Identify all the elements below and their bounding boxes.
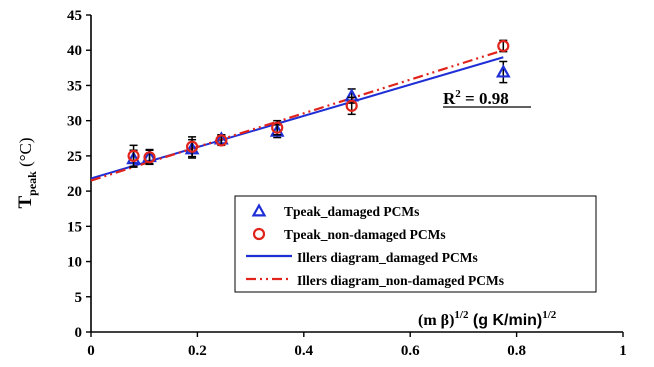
y-tick-label: 30 (67, 114, 82, 130)
point-damaged (495, 64, 511, 78)
y-tick-label: 10 (67, 255, 82, 271)
x-tick-label: 0.2 (188, 343, 207, 359)
y-tick-label: 45 (67, 8, 82, 24)
y-tick-label: 40 (67, 43, 82, 59)
y-axis-label: Tpeak (°C) (15, 137, 39, 208)
x-tick-label: 0.4 (294, 343, 313, 359)
point-non-damaged (127, 149, 140, 162)
point-non-damaged (185, 140, 199, 153)
x-axis-label: (m β)1/2 (g K/min)1/2 (418, 309, 557, 329)
point-non-damaged (345, 99, 358, 112)
y-tick-label: 20 (67, 184, 82, 200)
y-tick-label: 35 (67, 78, 82, 94)
y-tick-label: 25 (67, 149, 82, 165)
r-squared-annotation: R2 = 0.98 (443, 88, 509, 108)
x-tick-label: 0.8 (507, 343, 526, 359)
legend-symbol-triangle (251, 203, 267, 217)
y-tick-label: 15 (67, 219, 82, 235)
legend-label: Illers diagram_damaged PCMs (297, 250, 478, 265)
legend: Tpeak_damaged PCMs Tpeak_non-damaged PCMs… (234, 195, 597, 293)
point-non-damaged (143, 151, 156, 164)
data-points (126, 39, 511, 168)
legend-label: Tpeak_non-damaged PCMs (284, 227, 446, 242)
y-ticks: 0 5 10 15 20 25 30 35 40 45 (67, 8, 91, 341)
point-non-damaged (497, 39, 510, 53)
fit-line-non-damaged (90, 49, 504, 182)
axes (90, 15, 623, 333)
legend-label: Tpeak_damaged PCMs (284, 204, 419, 219)
point-damaged (269, 123, 285, 137)
x-ticks: 0 0.2 0.4 0.6 0.8 1 (87, 332, 627, 359)
y-tick-label: 0 (75, 325, 83, 341)
legend-box (234, 195, 597, 293)
point-non-damaged (271, 121, 284, 134)
x-tick-label: 0.6 (401, 343, 420, 359)
y-tick-label: 5 (75, 290, 83, 306)
x-tick-label: 0 (87, 343, 95, 359)
point-non-damaged (215, 134, 228, 147)
x-tick-label: 1 (619, 343, 627, 359)
legend-label: Illers diagram_non-damaged PCMs (297, 273, 504, 288)
legend-symbol-circle (252, 227, 266, 241)
fit-lines (90, 49, 504, 182)
